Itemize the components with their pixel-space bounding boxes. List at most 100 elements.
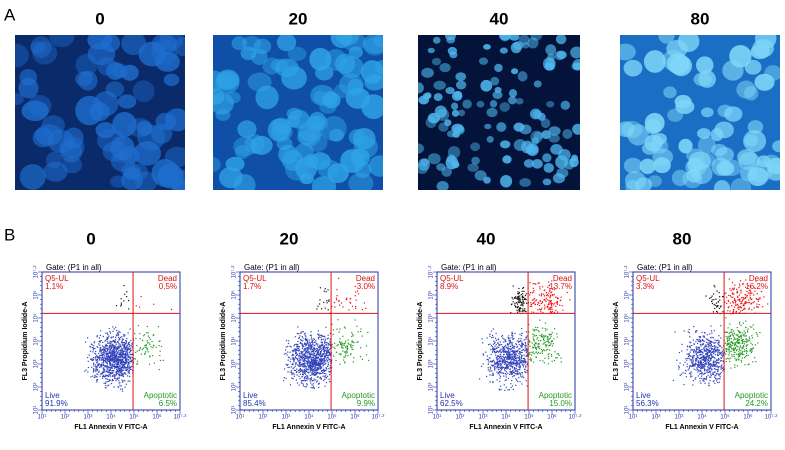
event-dot xyxy=(744,364,746,366)
event-dot xyxy=(684,361,686,363)
event-dot xyxy=(504,379,506,382)
event-dot xyxy=(103,360,105,362)
event-dot xyxy=(108,370,110,372)
event-dot xyxy=(114,374,116,376)
quadrant-name: Q5-UL xyxy=(243,274,267,283)
event-dot xyxy=(124,373,126,375)
event-dot xyxy=(743,341,745,343)
event-dot xyxy=(518,362,520,364)
cell xyxy=(542,178,552,186)
event-dot xyxy=(503,341,505,343)
event-dot xyxy=(704,345,706,347)
event-dot xyxy=(124,350,126,352)
event-dot xyxy=(338,353,340,355)
event-dot xyxy=(315,344,317,346)
event-dot xyxy=(91,359,93,361)
event-dot xyxy=(489,333,491,335)
event-dot xyxy=(540,294,543,296)
event-dot xyxy=(111,372,113,374)
event-dot xyxy=(300,381,302,383)
event-dot xyxy=(692,355,694,357)
event-dot xyxy=(99,358,101,360)
event-dot xyxy=(102,348,104,351)
event-dot xyxy=(523,309,525,311)
event-dot xyxy=(551,355,553,357)
event-dot xyxy=(733,332,735,334)
event-dot xyxy=(102,362,105,364)
event-dot xyxy=(105,354,107,356)
event-dot xyxy=(556,353,558,355)
event-dot xyxy=(688,353,690,355)
event-dot xyxy=(96,335,98,337)
event-dot xyxy=(301,373,304,375)
event-dot xyxy=(118,342,120,345)
event-dot xyxy=(524,341,527,344)
event-dot xyxy=(538,294,541,296)
event-dot xyxy=(92,358,95,361)
event-dot xyxy=(360,328,362,330)
event-dot xyxy=(127,347,129,349)
event-dot xyxy=(734,366,736,368)
event-dot xyxy=(526,349,528,351)
event-dot xyxy=(306,349,308,351)
event-dot xyxy=(88,354,90,356)
event-dot xyxy=(120,369,123,371)
event-dot xyxy=(522,366,525,368)
event-dot xyxy=(287,345,289,348)
event-dot xyxy=(313,370,315,372)
event-dot xyxy=(317,350,320,352)
event-dot xyxy=(566,291,568,294)
event-dot xyxy=(509,356,511,358)
event-dot xyxy=(735,334,737,336)
event-dot xyxy=(293,345,295,347)
event-dot xyxy=(745,350,748,352)
cells xyxy=(418,35,580,190)
event-dot xyxy=(96,379,99,381)
event-dot xyxy=(108,358,110,361)
event-dot xyxy=(301,344,303,346)
event-dot xyxy=(550,303,553,305)
event-dot xyxy=(122,345,124,347)
event-dot xyxy=(731,355,733,357)
event-dot xyxy=(551,280,553,282)
event-dot xyxy=(334,306,336,308)
event-dot xyxy=(339,328,341,330)
event-dot xyxy=(501,366,504,368)
event-dot xyxy=(313,387,315,389)
event-dot xyxy=(122,338,124,341)
cell xyxy=(671,169,689,187)
event-dot xyxy=(100,349,102,351)
event-dot xyxy=(688,372,691,374)
event-dot xyxy=(114,363,116,365)
event-dot xyxy=(321,363,323,365)
cell xyxy=(32,41,58,65)
event-dot xyxy=(285,352,287,355)
event-dot xyxy=(120,373,122,375)
event-dot xyxy=(122,369,124,371)
event-dot xyxy=(498,374,501,376)
event-dot xyxy=(500,351,503,353)
event-dot xyxy=(714,339,716,341)
event-dot xyxy=(678,351,681,354)
event-dot xyxy=(146,342,149,344)
event-dot xyxy=(153,303,155,305)
event-dot xyxy=(299,359,301,361)
event-dot xyxy=(102,358,104,360)
event-dot xyxy=(499,354,502,356)
event-dot xyxy=(298,375,300,377)
event-dot xyxy=(708,368,711,370)
x-tick-label: 10¹ xyxy=(38,415,47,421)
event-dot xyxy=(497,366,499,368)
event-dot xyxy=(109,349,111,351)
event-dot xyxy=(98,364,100,366)
event-dot xyxy=(308,361,310,363)
event-dot xyxy=(317,372,319,374)
event-dot xyxy=(550,343,552,345)
event-dot xyxy=(700,361,703,364)
event-dot xyxy=(750,347,752,350)
event-dot xyxy=(541,301,543,303)
event-dot xyxy=(125,342,127,344)
event-dot xyxy=(310,362,312,365)
event-dot xyxy=(306,362,309,364)
x-tick-label: 10⁷·² xyxy=(174,414,187,421)
